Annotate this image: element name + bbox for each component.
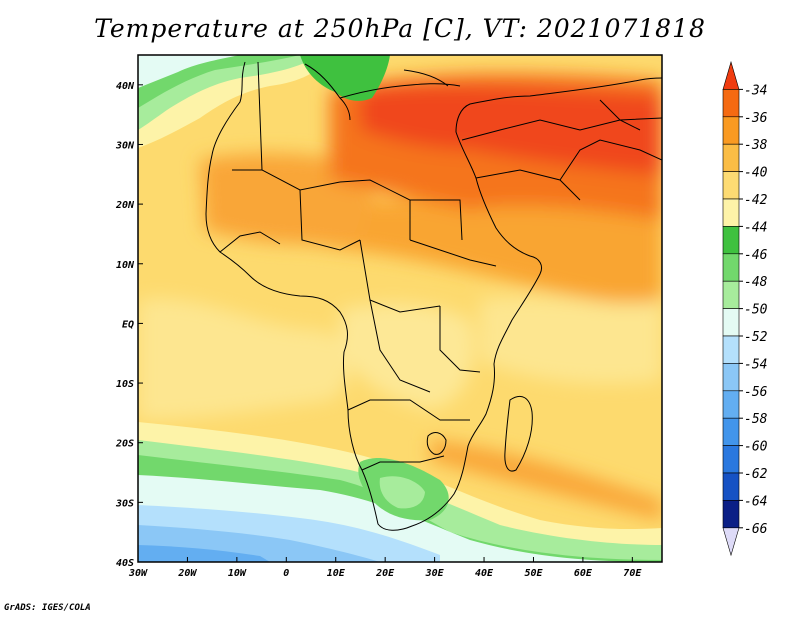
colorbar-label: -42	[744, 193, 768, 208]
y-tick-label: 20S	[115, 439, 134, 450]
colorbar-label: -62	[744, 467, 768, 482]
x-tick-label: 40E	[475, 568, 494, 579]
colorbar-swatch	[722, 472, 740, 501]
x-tick-label: 10W	[228, 568, 247, 579]
colorbar-label: -44	[744, 220, 767, 235]
x-tick-label: 30E	[425, 568, 445, 579]
colorbar-label: -64	[744, 494, 767, 509]
colorbar-label: -48	[744, 275, 768, 290]
x-tick-label: 20E	[375, 568, 395, 579]
colorbar-swatch	[722, 143, 740, 172]
colorbar-swatch	[722, 500, 740, 529]
colorbar-swatch	[722, 335, 740, 364]
colorbar-swatch	[722, 390, 740, 419]
colorbar-swatch	[722, 89, 740, 118]
credit-text: GrADS: IGES/COLA	[4, 603, 91, 613]
y-tick-label: 30S	[115, 498, 134, 509]
y-tick-label: 40N	[116, 81, 135, 92]
x-tick-label: 10E	[327, 568, 346, 579]
map-frame	[137, 54, 663, 563]
colorbar-label: -54	[744, 357, 767, 372]
x-tick-label: 30W	[128, 568, 148, 579]
y-tick-label: EQ	[122, 319, 134, 330]
colorbar-swatch	[722, 280, 740, 309]
colorbar-label: -50	[744, 303, 768, 318]
x-tick-label: 70E	[623, 568, 642, 579]
colorbar-swatch	[722, 198, 740, 227]
colorbar-swatch	[722, 363, 740, 392]
y-tick-label: 30N	[115, 140, 135, 151]
latitude-axis: 40N 30N 20N 10N EQ 10S 20S 30S 40S	[115, 81, 143, 569]
colorbar-label: -66	[744, 522, 768, 537]
colorbar-swatch	[722, 60, 740, 90]
y-tick-label: 20N	[115, 200, 135, 211]
colorbar-swatch	[722, 417, 740, 446]
colorbar-label: -36	[744, 111, 768, 126]
x-tick-label: 60E	[574, 568, 593, 579]
x-tick-label: 50E	[524, 568, 543, 579]
colorbar-label: -46	[744, 248, 768, 263]
colorbar-label: -58	[744, 412, 768, 427]
colorbar-label: -60	[744, 440, 768, 455]
x-tick-label: 0	[283, 568, 289, 579]
colorbar-swatch	[722, 171, 740, 200]
colorbar-swatch	[722, 116, 740, 145]
colorbar-label: -34	[744, 83, 767, 98]
y-tick-label: 10S	[116, 379, 134, 390]
y-tick-label: 10N	[116, 260, 135, 271]
colorbar-swatch	[722, 527, 740, 557]
colorbar: -34 -36 -38 -40 -42 -44 -46 -48 -50 -52 -54 -56 -58 -…	[722, 60, 768, 557]
colorbar-label: -40	[744, 166, 768, 181]
colorbar-swatch	[722, 445, 740, 474]
colorbar-label: -38	[744, 138, 768, 153]
map-title: Temperature at 250hPa [C], VT: 202107181…	[94, 14, 706, 43]
temperature-field	[138, 55, 662, 562]
colorbar-label: -52	[744, 330, 768, 345]
colorbar-swatch	[722, 253, 740, 282]
x-tick-label: 20W	[177, 568, 197, 579]
colorbar-swatch	[722, 226, 740, 255]
colorbar-swatch	[722, 308, 740, 337]
y-tick-label: 40S	[116, 558, 134, 569]
map-outlines	[205, 61, 662, 531]
colorbar-label: -56	[744, 385, 768, 400]
longitude-axis: 30W 20W 10W 0 10E 20E 30E 40E 50E 60E 70E	[128, 557, 642, 579]
